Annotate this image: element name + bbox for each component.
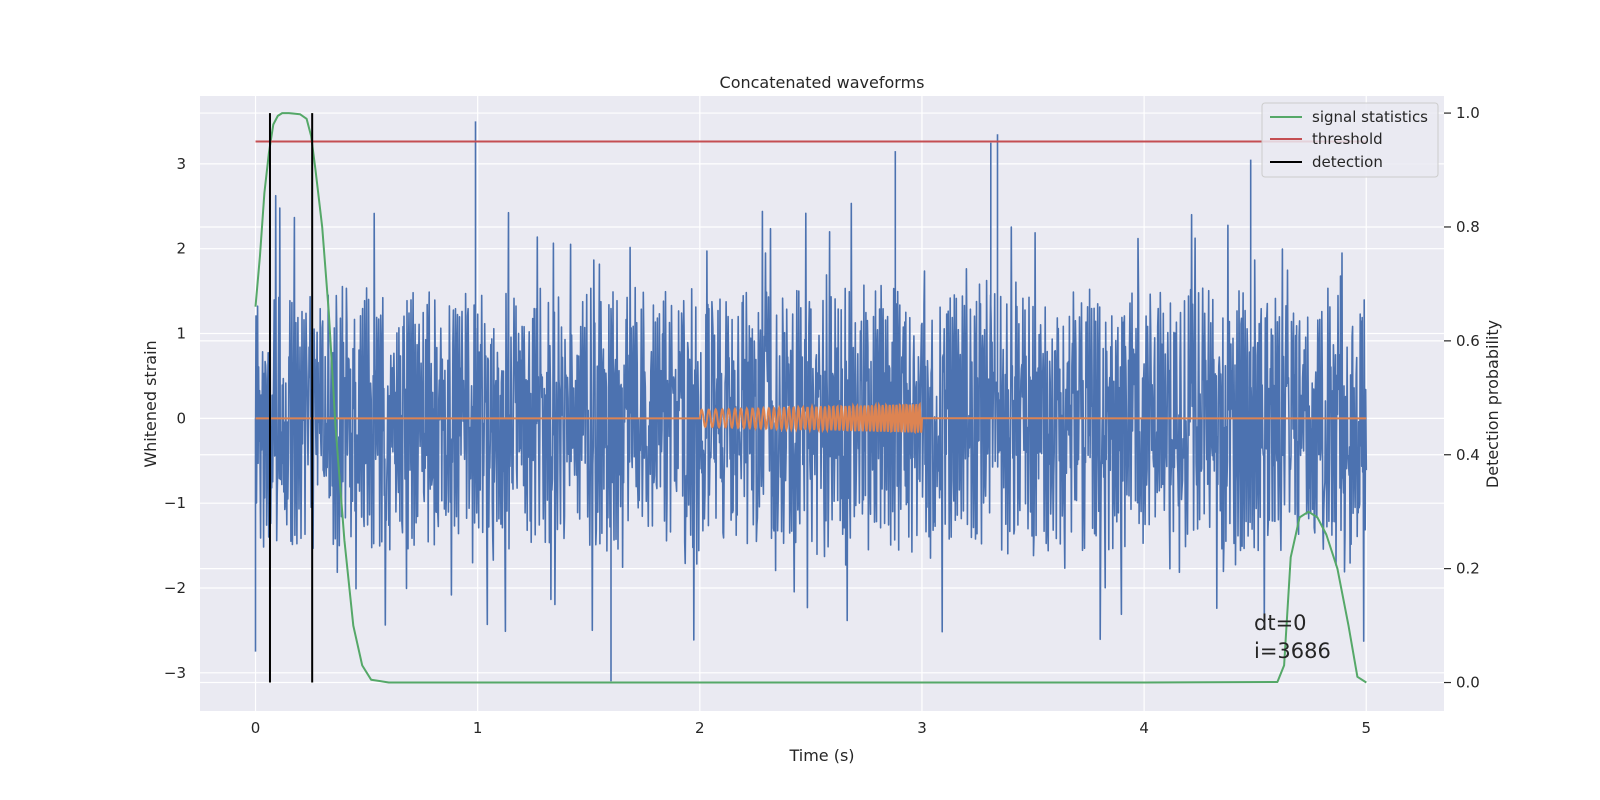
y-tick-label: 0 [176,409,186,427]
x-tick-label: 1 [473,719,483,737]
template-line [255,401,1367,435]
signal-statistics-line [254,112,1367,684]
y-tick-label-right: 0.0 [1456,674,1480,692]
y-tick-label: −1 [164,494,186,512]
legend-label: threshold [1312,130,1383,148]
y-axis-label-left: Whitened strain [141,340,160,467]
annotation-line: dt=0 [1254,611,1307,635]
legend-label: detection [1312,153,1383,171]
x-tick-label: 2 [695,719,705,737]
x-tick-label: 4 [1139,719,1149,737]
y-tick-label: 3 [176,155,186,173]
legend-label: signal statistics [1312,108,1428,126]
x-tick-label: 0 [251,719,261,737]
strain-series [254,121,1368,682]
y-tick-label-right: 0.4 [1456,446,1480,464]
strain-line [254,121,1368,682]
x-tick-label: 3 [917,719,927,737]
chart-title: Concatenated waveforms [720,73,925,92]
y-tick-label: 1 [176,325,186,343]
annotation-line: i=3686 [1254,639,1331,663]
x-axis-label: Time (s) [788,746,854,765]
y-tick-label-right: 1.0 [1456,104,1480,122]
statistics-overlay [254,112,1367,684]
legend-box [1261,102,1439,178]
tick-labels: 0 1 2 3 4 5 −3 −2 −1 0 1 2 3 0.0 0.2 0.4 0.6 0.8 1.0 [164,104,1480,737]
y-axis-label-right: Detection probability [1483,320,1502,488]
y-tick-label-right: 0.8 [1456,218,1480,236]
y-tick-label-right: 0.2 [1456,560,1480,578]
x-tick-label: 5 [1361,719,1371,737]
legend: signal statistics threshold detection [1261,102,1439,178]
y-tick-label: −2 [164,579,186,597]
annotation: dt=0 i=3686 [1254,611,1331,663]
y-tick-label-right: 0.6 [1456,332,1480,350]
template-series [255,401,1367,435]
y-tick-label: −3 [164,664,186,682]
y-tick-label: 2 [176,240,186,258]
